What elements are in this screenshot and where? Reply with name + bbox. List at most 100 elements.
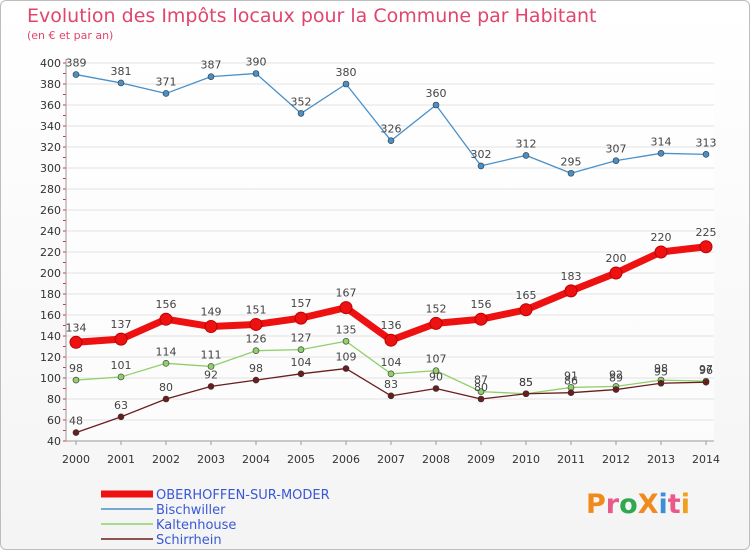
data-label: 98 xyxy=(654,362,668,375)
y-tick-label: 280 xyxy=(40,183,61,196)
legend: OBERHOFFEN-SUR-MODERBischwillerKaltenhou… xyxy=(101,488,330,548)
data-label: 80 xyxy=(159,381,173,394)
data-point xyxy=(294,311,308,325)
data-point xyxy=(342,365,350,372)
chart-title: Evolution des Impôts locaux pour la Comm… xyxy=(27,5,597,27)
data-point xyxy=(342,337,350,345)
y-tick-label: 60 xyxy=(47,414,61,427)
legend-label: Schirrhein xyxy=(156,533,222,548)
y-tick-label: 320 xyxy=(40,141,61,154)
data-label: 225 xyxy=(696,226,717,239)
data-point xyxy=(117,79,125,87)
y-tick-label: 300 xyxy=(40,162,61,175)
data-point xyxy=(474,312,488,326)
x-tick-label: 2001 xyxy=(107,453,135,466)
x-tick-label: 2003 xyxy=(197,453,225,466)
data-point xyxy=(72,376,80,384)
data-point xyxy=(297,370,305,378)
data-point xyxy=(522,152,530,159)
data-label: 107 xyxy=(426,353,447,366)
logo-letter: i xyxy=(680,489,690,520)
y-tick-label: 400 xyxy=(40,57,61,70)
data-label: 91 xyxy=(564,369,578,382)
x-tick-label: 2014 xyxy=(692,453,720,466)
data-label: 90 xyxy=(429,371,443,384)
data-label: 111 xyxy=(201,348,222,361)
y-tick-label: 120 xyxy=(40,351,61,364)
data-label: 312 xyxy=(516,137,537,150)
logo-letter: o xyxy=(619,489,638,520)
data-label: 86 xyxy=(564,375,578,388)
data-point xyxy=(432,101,440,109)
legend-label: Bischwiller xyxy=(156,503,226,518)
data-label: 387 xyxy=(201,59,222,72)
y-tick-label: 360 xyxy=(40,99,61,112)
y-tick-label: 100 xyxy=(40,372,61,385)
y-tick-label: 260 xyxy=(40,204,61,217)
data-point xyxy=(204,320,218,334)
data-label: 87 xyxy=(474,374,488,387)
y-tick-label: 140 xyxy=(40,330,61,343)
data-label: 302 xyxy=(471,148,492,161)
data-point xyxy=(432,367,440,374)
plot-area xyxy=(66,59,714,441)
data-point xyxy=(207,363,215,370)
data-point xyxy=(699,240,713,254)
data-point xyxy=(429,316,443,330)
data-label: 371 xyxy=(156,75,177,88)
data-label: 136 xyxy=(381,319,402,332)
x-tick-label: 2013 xyxy=(647,453,675,466)
data-point xyxy=(117,373,125,381)
data-label: 127 xyxy=(291,332,312,345)
data-label: 98 xyxy=(249,362,263,375)
data-point xyxy=(567,169,575,177)
data-point xyxy=(297,110,305,117)
x-tick-label: 2012 xyxy=(602,453,630,466)
y-tick-label: 200 xyxy=(40,267,61,280)
data-point xyxy=(342,80,350,88)
data-point xyxy=(114,332,128,346)
y-tick-label: 160 xyxy=(40,309,61,322)
data-label: 92 xyxy=(609,368,623,381)
y-tick-label: 80 xyxy=(47,393,61,406)
data-point xyxy=(159,312,173,326)
data-point xyxy=(339,301,353,315)
data-label: 96 xyxy=(699,364,713,377)
logo-letter: X xyxy=(637,489,659,520)
data-label: 390 xyxy=(246,56,267,69)
data-label: 48 xyxy=(69,415,83,428)
data-point xyxy=(702,378,710,386)
grid-lines xyxy=(66,59,714,442)
data-label: 85 xyxy=(519,376,533,389)
data-label: 360 xyxy=(426,87,447,100)
axes: 40 60 80 100 120 140 160 180 200 220 240 260 280 300 3… xyxy=(40,57,720,466)
data-label: 156 xyxy=(471,298,492,311)
data-label: 200 xyxy=(606,252,627,265)
data-label: 151 xyxy=(246,303,267,316)
data-label: 80 xyxy=(474,381,488,394)
data-label: 101 xyxy=(111,359,132,372)
y-tick-label: 240 xyxy=(40,225,61,238)
data-point xyxy=(477,388,485,395)
data-point xyxy=(249,317,263,331)
data-point xyxy=(162,90,170,97)
x-tick-label: 2011 xyxy=(557,453,585,466)
data-point xyxy=(477,162,485,170)
data-label: 156 xyxy=(156,298,177,311)
data-point xyxy=(477,395,485,403)
data-label: 92 xyxy=(204,368,218,381)
logo-letter: i xyxy=(658,489,668,520)
data-point xyxy=(207,73,215,80)
data-label: 137 xyxy=(111,318,132,331)
data-point xyxy=(612,386,620,393)
data-label: 326 xyxy=(381,123,402,136)
data-point xyxy=(519,303,533,317)
data-point xyxy=(567,389,575,397)
legend-label: Kaltenhouse xyxy=(156,518,236,533)
data-label: 104 xyxy=(381,356,402,369)
data-label: 352 xyxy=(291,95,312,108)
data-point xyxy=(657,150,665,157)
y-tick-label: 180 xyxy=(40,288,61,301)
